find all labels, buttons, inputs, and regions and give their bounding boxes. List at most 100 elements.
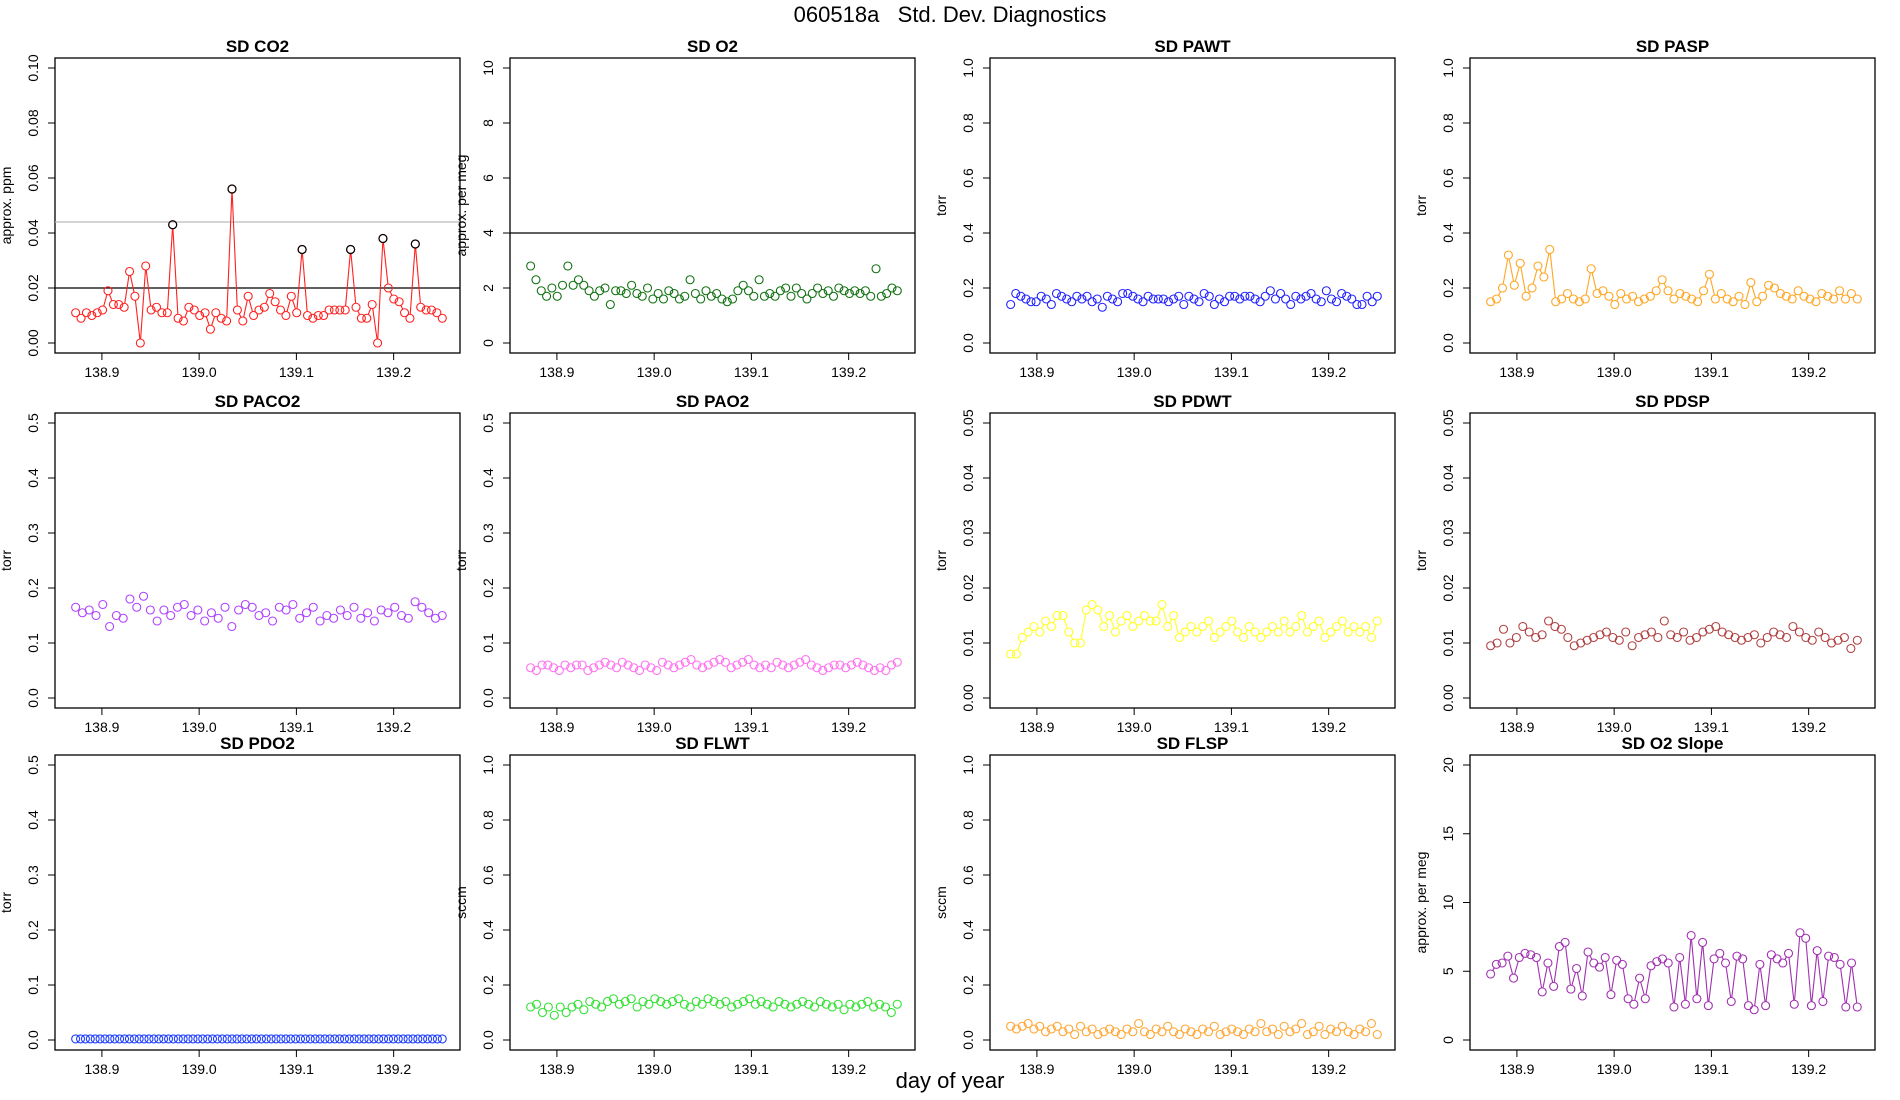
panel-1-point (222, 316, 232, 326)
panel-5-point (329, 613, 339, 623)
panel-4-point (1604, 291, 1614, 301)
panel-2-point (642, 283, 653, 293)
panel-10-point (809, 1002, 820, 1012)
panel-11-point (1099, 1027, 1109, 1037)
panel-9-point (168, 1034, 178, 1044)
panel-6-point (858, 660, 868, 670)
panel-10-point (632, 1002, 642, 1012)
panel-1-point (238, 316, 248, 326)
panel-7-series-segment (1041, 624, 1045, 629)
panel-1-point (265, 288, 275, 299)
panel-2-point (855, 288, 865, 299)
panel-5-point (152, 616, 162, 626)
panel-11-point (1105, 1024, 1115, 1034)
panel-9-point (139, 1034, 149, 1044)
panel-1-point (189, 305, 199, 315)
panel-1-point (421, 305, 431, 315)
panel-9-point (110, 1034, 120, 1044)
panel-9-point (291, 1034, 301, 1044)
panel-4-series-segment (1514, 266, 1520, 282)
panel-12-xtick-label: 139.2 (1791, 1061, 1826, 1077)
panel-7-series-segment (1098, 613, 1103, 623)
panel-1-point (162, 308, 172, 318)
panel-7-point (1093, 605, 1103, 615)
panel-12-point (1686, 930, 1696, 941)
panel-7-point (1180, 627, 1190, 637)
panel-1-point (329, 305, 339, 315)
panel-3-point (1021, 294, 1031, 304)
panel-10-point (644, 999, 654, 1009)
panel-4-point (1645, 291, 1655, 301)
panel-12-series-segment (1788, 957, 1795, 1001)
panel-2-ylabel: approx. per meg (453, 155, 469, 257)
panel-2-point (685, 275, 695, 285)
panel-2-point (696, 294, 706, 304)
panel-2-point (882, 288, 892, 299)
panel-1-series-segment (145, 269, 152, 307)
panel-1-series-segment (286, 299, 291, 312)
panel-9-point (305, 1034, 315, 1044)
panel-2-point (765, 288, 775, 299)
panel-2-point (680, 291, 690, 301)
panel-2-point (557, 280, 568, 290)
panel-9-point (403, 1034, 413, 1044)
panel-3-point (1214, 294, 1224, 304)
panel-7-point (1011, 649, 1022, 659)
panel-3-point (1148, 294, 1158, 304)
panel-11-xtick-label: 138.9 (1019, 1061, 1054, 1077)
panel-7-point (1361, 621, 1371, 632)
panel-12-point (1812, 946, 1822, 956)
panel-2-point (605, 299, 615, 310)
panel-4-series-segment (1544, 253, 1550, 274)
panel-12-series-segment (1690, 939, 1698, 995)
panel-4-point (1492, 294, 1502, 304)
panel-7-ytick-label: 0.04 (960, 464, 976, 491)
panel-7-point (1186, 621, 1196, 632)
panel-1-point (243, 291, 253, 301)
panel-11-point (1372, 1029, 1382, 1040)
panel-9-point (217, 1034, 227, 1044)
panel-4-xtick-label: 139.0 (1597, 364, 1632, 380)
panel-10-point (821, 999, 831, 1009)
panel-1-point (81, 308, 91, 318)
panel-4-series-segment (1532, 269, 1538, 285)
panel-9-point (198, 1034, 208, 1044)
panel-4-point (1669, 294, 1679, 304)
panel-4-series-segment (1591, 272, 1597, 290)
panel-8-point (1788, 621, 1798, 632)
panel-8-point (1498, 624, 1509, 634)
panel-2-point (738, 280, 748, 290)
panel-11-point (1093, 1029, 1103, 1040)
panel-11-point (1285, 1027, 1295, 1037)
panel-3-point (1036, 291, 1046, 301)
panel-7-point (1233, 627, 1243, 637)
panel-1-series-segment (205, 316, 210, 326)
panel-7-point (1209, 632, 1219, 643)
panel-12-series-segment (1840, 968, 1846, 1004)
panel-2-point (892, 286, 902, 296)
panel-1-series-segment (243, 300, 248, 318)
panel-7-point (1081, 605, 1091, 615)
panel-3-point (1128, 291, 1138, 301)
panel-11-point (1326, 1024, 1336, 1034)
panel-9-title: SD PDO2 (220, 734, 295, 753)
panel-12-series-segment (1553, 950, 1560, 983)
panel-6-point (886, 660, 897, 670)
panel-4-point (1811, 297, 1821, 307)
panel-5-ytick-label: 0.2 (25, 578, 41, 598)
panel-1-point (437, 313, 447, 323)
panel-7-point (1349, 621, 1359, 632)
panel-8-point (1794, 627, 1804, 637)
panel-4-xtick-label: 138.9 (1499, 364, 1534, 380)
panel-4-point (1840, 294, 1850, 304)
panel-11-point (1186, 1027, 1196, 1037)
panel-1-series-segment (172, 228, 179, 315)
panel-1-xtick-label: 139.1 (279, 364, 314, 380)
panel-6-ytick-label: 0.5 (480, 413, 496, 433)
panel-1-ytick-label: 0.06 (25, 164, 41, 191)
panel-12-title: SD O2 Slope (1621, 734, 1723, 753)
panel-9-point (388, 1034, 398, 1044)
panel-4-point (1740, 299, 1750, 310)
panel-12-point (1738, 954, 1748, 964)
